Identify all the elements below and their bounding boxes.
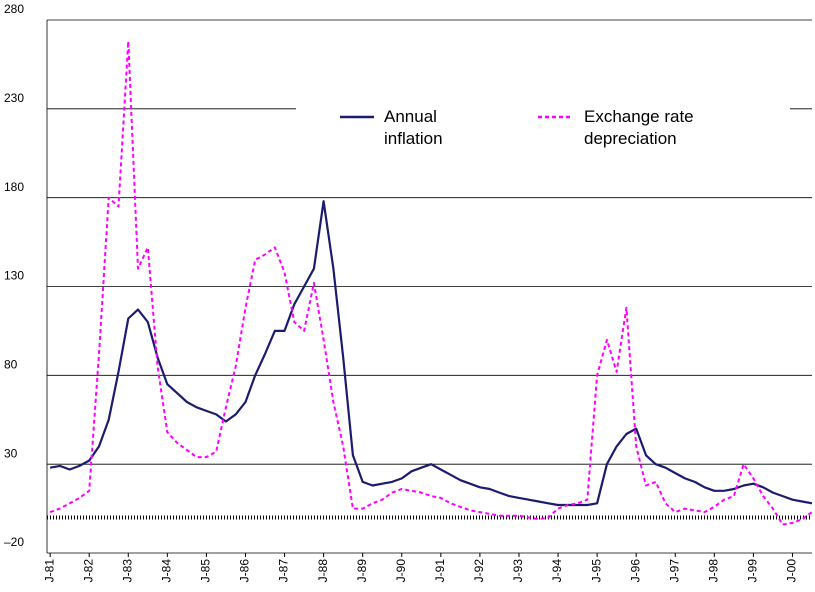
x-tick-label: J-98 bbox=[706, 559, 720, 583]
series-line bbox=[49, 200, 813, 507]
legend-box bbox=[296, 96, 790, 158]
y-tick-label: 180 bbox=[4, 180, 24, 194]
y-tick-label: –20 bbox=[4, 535, 24, 549]
y-tick-label: 30 bbox=[4, 446, 18, 460]
x-tick-label: J-86 bbox=[238, 559, 252, 583]
y-tick-label: 280 bbox=[4, 2, 24, 16]
x-tick-label: J-92 bbox=[472, 559, 486, 583]
legend-label: Exchange rate depreciation bbox=[584, 107, 694, 148]
y-tick-label: 80 bbox=[4, 358, 18, 372]
x-tick-label: J-85 bbox=[199, 559, 213, 583]
legend-label: Annual inflation bbox=[384, 107, 443, 148]
x-tick-label: J-82 bbox=[81, 559, 95, 583]
x-tick-label: J-97 bbox=[667, 559, 681, 583]
series-line bbox=[49, 40, 813, 526]
x-tick-label: J-96 bbox=[628, 559, 642, 583]
x-tick-label: J-89 bbox=[355, 559, 369, 583]
x-tick-label: J-88 bbox=[316, 559, 330, 583]
x-tick-label: J-99 bbox=[746, 559, 760, 583]
x-tick-label: J-87 bbox=[277, 559, 291, 583]
x-tick-label: J-84 bbox=[160, 559, 174, 583]
x-tick-label: J-81 bbox=[42, 559, 56, 583]
x-tick-label: J-00 bbox=[785, 559, 799, 583]
x-tick-label: J-90 bbox=[394, 559, 408, 583]
y-tick-label: 130 bbox=[4, 269, 24, 283]
x-tick-label: J-93 bbox=[511, 559, 525, 583]
x-tick-label: J-94 bbox=[550, 559, 564, 583]
x-tick-label: J-91 bbox=[433, 559, 447, 583]
x-tick-label: J-95 bbox=[589, 559, 603, 583]
x-tick-label: J-83 bbox=[120, 559, 134, 583]
y-tick-label: 230 bbox=[4, 91, 24, 105]
